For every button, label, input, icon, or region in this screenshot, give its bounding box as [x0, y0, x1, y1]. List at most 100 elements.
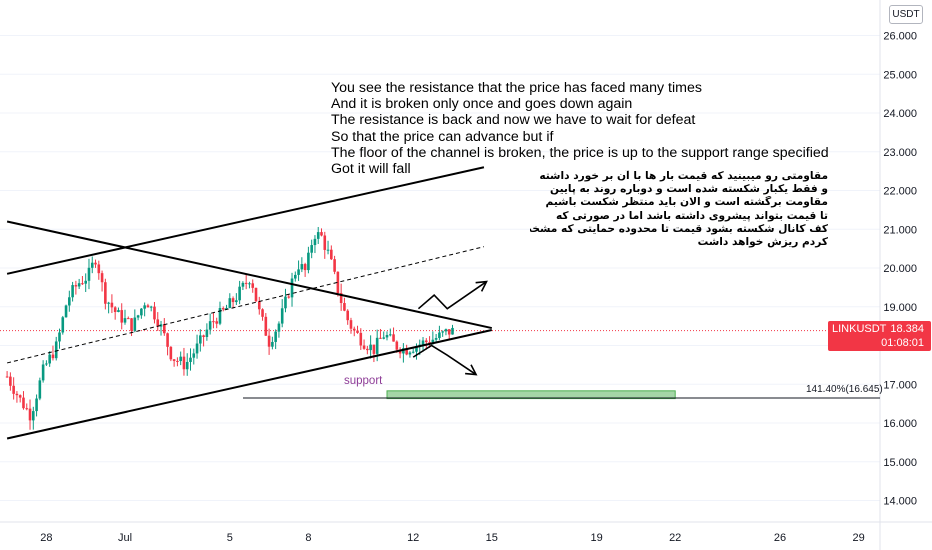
y-tick-label: 24.000 — [883, 108, 917, 120]
candle-body — [133, 317, 137, 331]
currency-label[interactable]: USDT — [889, 5, 923, 24]
x-tick-label: 29 — [852, 532, 864, 544]
y-tick-label: 23.000 — [883, 147, 917, 159]
candle-body — [369, 344, 372, 351]
candle-body — [372, 344, 376, 354]
candle-body — [425, 340, 428, 343]
y-tick-label: 25.000 — [883, 69, 917, 81]
candle-body — [290, 278, 294, 298]
x-tick-label: 22 — [669, 532, 681, 544]
candle-body — [192, 353, 196, 358]
candle-body — [359, 332, 363, 346]
candle-body — [35, 398, 38, 412]
candle-body — [218, 308, 222, 324]
candle-body — [126, 318, 130, 320]
symbol-label: LINKUSDT — [832, 323, 887, 335]
candle-body — [156, 319, 160, 327]
annotation-line: کردم ریزش خواهد داشت — [697, 235, 828, 248]
candle-body — [48, 354, 51, 364]
persian-annotation: مقاومتی رو میبینید که قیمت بار ها با آن … — [530, 170, 828, 249]
scenario-arrow-down — [412, 344, 477, 376]
candle-body — [402, 348, 405, 354]
candle-body — [107, 302, 110, 304]
candle-body — [323, 235, 327, 250]
candle-body — [362, 345, 366, 349]
x-tick-label: 19 — [590, 532, 602, 544]
y-tick-label: 14.000 — [883, 496, 917, 508]
candle-body — [438, 332, 441, 339]
candle-body — [346, 310, 349, 321]
last-price-badge: LINKUSDT 18.384 01:08:01 — [828, 321, 931, 351]
candle-body — [294, 274, 297, 279]
candle-body — [313, 238, 317, 246]
candle-body — [238, 286, 241, 301]
candle-body — [104, 282, 107, 304]
candle-body — [336, 271, 340, 294]
candle-body — [320, 232, 323, 236]
fib-level-label: 141.40%(16.645) — [806, 384, 883, 395]
candle-body — [45, 363, 48, 365]
candle-body — [257, 301, 261, 310]
candle-body — [366, 348, 369, 351]
y-tick-label: 21.000 — [883, 224, 917, 236]
candle-body — [136, 315, 140, 318]
candle-body — [388, 334, 392, 336]
candle-body — [58, 332, 61, 342]
candle-body — [248, 283, 251, 285]
candle-body — [274, 331, 277, 342]
candle-body — [375, 337, 379, 354]
candle-body — [333, 259, 336, 272]
candle-body — [202, 335, 205, 338]
candle-body — [244, 282, 248, 284]
y-tick-label: 15.000 — [883, 457, 917, 469]
candle-body — [421, 340, 425, 345]
candle-body — [280, 308, 284, 324]
candle-body — [307, 252, 310, 271]
annotation-line: The floor of the channel is broken, the … — [331, 144, 829, 161]
candle-body — [159, 324, 163, 327]
candle-body — [310, 245, 313, 253]
candle-body — [271, 341, 274, 347]
annotation-line: So that the price can advance but if — [331, 128, 554, 145]
candle-body — [235, 300, 238, 303]
candle-body — [284, 296, 287, 309]
candle-body — [81, 283, 84, 285]
candle-body — [15, 393, 19, 396]
candle-body — [267, 335, 271, 347]
candle-body — [451, 327, 454, 335]
candle-body — [12, 385, 15, 394]
candle-body — [444, 329, 448, 332]
candle-body — [113, 307, 117, 313]
candle-body — [166, 333, 169, 347]
candle-body — [343, 303, 346, 311]
support-label: support — [344, 375, 383, 387]
candle-body — [221, 308, 225, 310]
candle-body — [22, 397, 25, 409]
candle-body — [254, 287, 258, 302]
candle-body — [195, 343, 199, 354]
candle-body — [385, 335, 389, 338]
arrow-head — [465, 364, 478, 376]
candle-body — [90, 262, 94, 268]
candle-body — [54, 341, 58, 359]
candle-body — [130, 318, 133, 331]
trend-line-channel-floor — [6, 329, 493, 440]
x-tick-label: Jul — [118, 532, 132, 544]
candle-body — [212, 321, 215, 323]
candle-body — [349, 320, 353, 329]
candle-body — [172, 359, 176, 361]
trend-line-channel-mid — [6, 246, 485, 364]
candle-body — [316, 232, 320, 239]
candle-body — [231, 298, 235, 303]
candle-body — [77, 283, 81, 287]
candle-body — [120, 310, 124, 323]
candle-body — [87, 267, 91, 281]
x-tick-label: 8 — [305, 532, 311, 544]
candle-body — [117, 310, 120, 313]
x-tick-label: 26 — [774, 532, 786, 544]
x-tick-label: 12 — [407, 532, 419, 544]
candle-body — [392, 334, 395, 342]
candle-body — [398, 349, 402, 354]
candle-body — [25, 408, 29, 410]
